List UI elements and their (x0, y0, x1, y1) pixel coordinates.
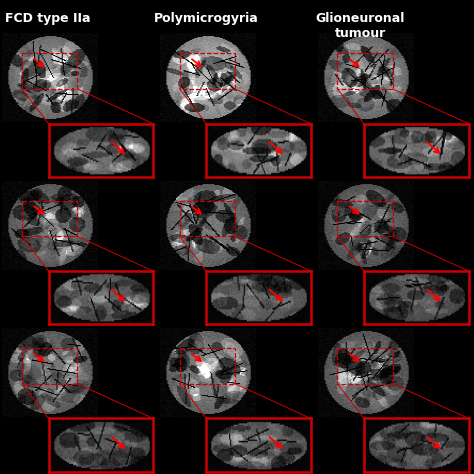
Text: Glioneuronal
tumour: Glioneuronal tumour (316, 12, 405, 40)
Bar (337, 53, 392, 89)
Bar (22, 348, 77, 384)
Bar (180, 201, 235, 237)
Text: Polymicrogyria: Polymicrogyria (154, 12, 258, 25)
Bar (22, 201, 77, 237)
Bar (22, 53, 77, 89)
Bar (180, 348, 235, 384)
Bar (337, 348, 392, 384)
Bar (337, 201, 392, 237)
Bar (180, 53, 235, 89)
Text: FCD type IIa: FCD type IIa (5, 12, 90, 25)
